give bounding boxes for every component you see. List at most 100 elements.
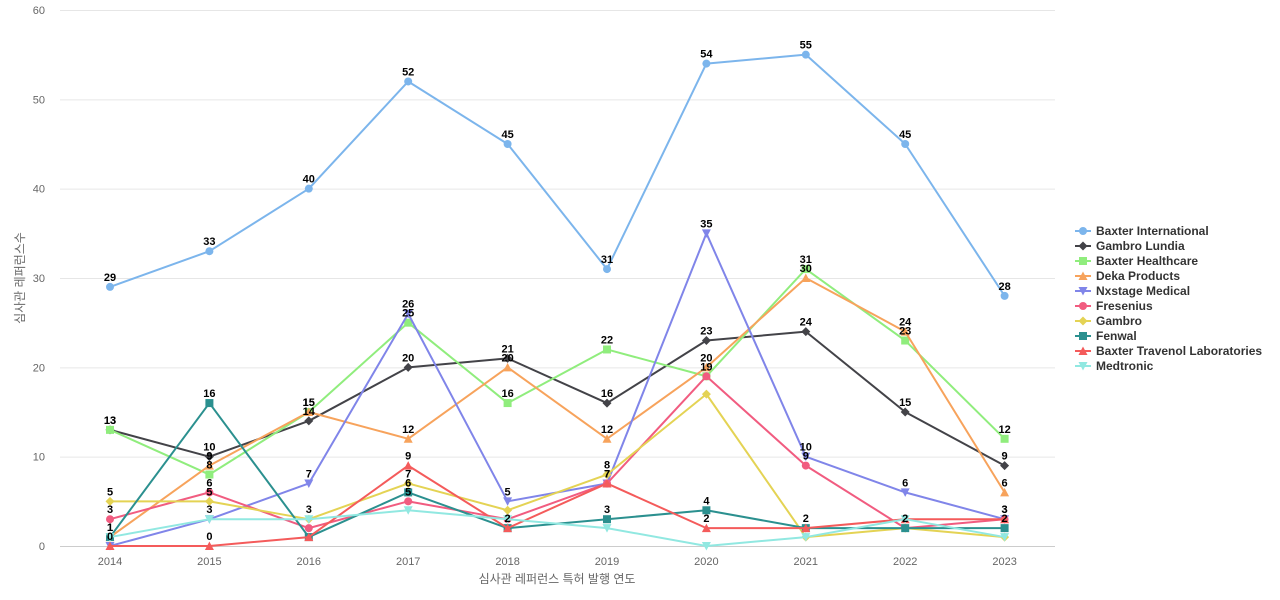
x-tick-label: 2019 xyxy=(595,556,619,568)
data-point xyxy=(701,542,711,551)
data-label: 52 xyxy=(402,66,414,78)
data-label: 3 xyxy=(306,504,312,516)
data-point xyxy=(801,273,811,282)
data-label: 15 xyxy=(303,397,315,409)
data-point xyxy=(603,515,611,524)
legend-marker xyxy=(1079,227,1087,235)
data-point xyxy=(105,533,115,542)
data-point xyxy=(702,59,711,68)
data-label: 28 xyxy=(998,281,1010,293)
data-label: 1 xyxy=(107,522,113,534)
data-point xyxy=(205,247,214,256)
data-label: 35 xyxy=(700,218,712,230)
data-point xyxy=(1000,514,1010,524)
data-label: 31 xyxy=(800,254,812,266)
data-point xyxy=(404,497,413,506)
data-point xyxy=(900,327,910,336)
data-point xyxy=(603,265,611,274)
series-lines xyxy=(105,50,1010,551)
data-label: 6 xyxy=(206,477,212,489)
x-tick-label: 2021 xyxy=(794,556,818,568)
data-point xyxy=(403,506,413,515)
y-axis-title: 심사관 레퍼런스수 xyxy=(13,232,27,324)
data-point xyxy=(106,515,114,524)
legend-item[interactable]: Baxter Travenol Laboratories xyxy=(1075,344,1262,358)
x-tick-label: 2017 xyxy=(396,556,420,568)
data-label: 5 xyxy=(505,486,511,498)
data-label: 24 xyxy=(800,317,813,329)
data-point xyxy=(1000,291,1009,300)
legend-item[interactable]: Baxter International xyxy=(1075,224,1209,238)
data-label: 20 xyxy=(501,352,513,364)
legend-label: Deka Products xyxy=(1096,269,1180,283)
legend-item[interactable]: Nxstage Medical xyxy=(1075,284,1190,298)
grid xyxy=(60,10,1055,458)
data-label: 5 xyxy=(206,486,212,498)
data-label: 7 xyxy=(604,468,610,480)
data-label: 16 xyxy=(601,388,613,400)
data-point xyxy=(503,362,513,372)
legend-item[interactable]: Fresenius xyxy=(1075,299,1153,313)
data-point xyxy=(602,470,612,480)
data-label: 14 xyxy=(303,406,316,418)
legend-marker xyxy=(1078,346,1088,355)
legend-item[interactable]: Medtronic xyxy=(1075,359,1154,373)
legend-item[interactable]: Gambro Lundia xyxy=(1075,239,1185,253)
data-label: 4 xyxy=(703,495,710,507)
x-tick-label: 2023 xyxy=(992,556,1016,568)
data-label: 23 xyxy=(899,326,911,338)
legend-label: Baxter Travenol Laboratories xyxy=(1096,344,1262,358)
data-point xyxy=(503,523,513,533)
data-point xyxy=(204,452,214,462)
y-tick-label: 0 xyxy=(39,541,45,553)
data-point xyxy=(304,407,314,416)
legend-item[interactable]: Deka Products xyxy=(1075,269,1180,283)
data-point xyxy=(702,506,711,515)
series-line xyxy=(109,509,1006,547)
data-point xyxy=(801,265,810,274)
data-point xyxy=(801,327,811,337)
data-label: 21 xyxy=(501,343,513,355)
data-label: 7 xyxy=(306,468,312,480)
data-label: 8 xyxy=(604,460,610,472)
data-point xyxy=(602,434,612,443)
data-label: 12 xyxy=(402,424,414,436)
series-line xyxy=(109,393,1006,539)
data-point xyxy=(105,541,115,550)
series-line xyxy=(109,402,1006,539)
series-10 xyxy=(105,506,1010,551)
data-labels: 2933405245315455452813101420211623241591… xyxy=(104,40,1011,543)
series-line xyxy=(109,232,1006,547)
data-label: 8 xyxy=(206,460,212,472)
legend-marker xyxy=(1078,271,1088,280)
legend-item[interactable]: Baxter Healthcare xyxy=(1075,254,1198,268)
series-1 xyxy=(106,50,1009,300)
data-label: 5 xyxy=(405,486,411,498)
data-point xyxy=(1000,524,1009,533)
data-point xyxy=(503,140,512,148)
legend-marker xyxy=(1078,316,1088,326)
data-label: 2 xyxy=(703,513,709,525)
legend-item[interactable]: Gambro xyxy=(1075,314,1142,328)
data-point xyxy=(204,461,214,470)
legend-label: Medtronic xyxy=(1096,359,1154,373)
data-label: 0 xyxy=(107,531,113,543)
data-point xyxy=(304,532,314,542)
data-label: 45 xyxy=(501,129,513,141)
data-point xyxy=(602,524,612,533)
legend-label: Fresenius xyxy=(1096,299,1153,313)
data-point xyxy=(801,50,810,59)
data-point xyxy=(204,496,214,506)
legend-item[interactable]: Fenwal xyxy=(1075,329,1137,343)
data-label: 2 xyxy=(505,513,511,525)
data-point xyxy=(900,407,910,417)
data-point xyxy=(204,541,214,550)
data-point xyxy=(106,282,114,291)
data-label: 33 xyxy=(203,236,215,248)
data-point xyxy=(403,309,413,319)
data-point xyxy=(304,479,314,488)
data-label: 31 xyxy=(601,254,613,266)
legend-label: Baxter Healthcare xyxy=(1096,254,1198,268)
x-tick-label: 2018 xyxy=(495,556,519,568)
